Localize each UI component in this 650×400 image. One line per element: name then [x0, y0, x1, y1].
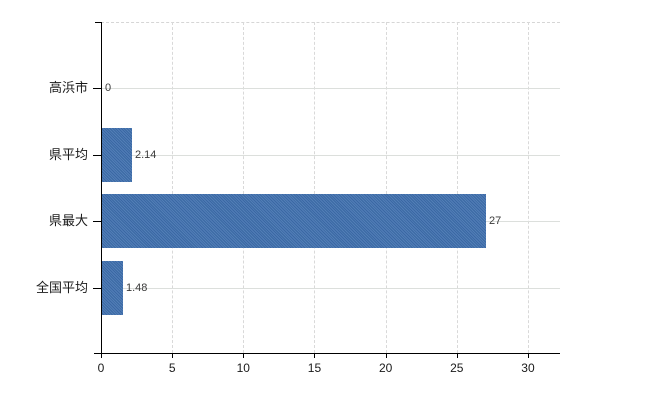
x-axis-tick — [172, 353, 174, 358]
x-axis-tick — [385, 353, 387, 358]
x-gridline — [385, 22, 387, 353]
x-axis-tick — [456, 353, 458, 358]
bar-fill — [102, 260, 123, 315]
y-axis-tick — [93, 221, 101, 222]
bar — [102, 127, 132, 182]
value-label: 27 — [489, 215, 502, 227]
x-gridline — [314, 22, 316, 353]
y-axis-tick — [93, 154, 101, 156]
x-gridline — [456, 22, 458, 353]
plot-area-top-border — [101, 22, 560, 23]
x-gridline — [243, 22, 245, 353]
y-axis-line — [101, 22, 102, 354]
y-gridline — [101, 88, 560, 89]
x-axis-tick — [101, 353, 102, 358]
y-axis-tick — [93, 287, 101, 289]
x-gridline — [172, 22, 174, 353]
bar — [102, 194, 486, 248]
x-axis-tick — [527, 353, 529, 358]
x-tick-label: 5 — [168, 361, 176, 375]
category-label: 全国平均 — [35, 279, 88, 295]
x-axis-line — [94, 353, 560, 354]
value-label: 0 — [105, 82, 112, 94]
x-tick-label: 15 — [307, 361, 322, 375]
value-label: 1.48 — [126, 281, 148, 294]
x-tick-label: 10 — [236, 361, 250, 375]
x-axis-tick — [314, 353, 316, 358]
category-label: 県最大 — [48, 213, 88, 228]
y-gridline — [101, 154, 560, 156]
x-gridline — [527, 22, 529, 353]
bar — [102, 260, 123, 315]
y-axis-end-tick — [95, 22, 101, 23]
bar-fill — [102, 127, 132, 182]
x-tick-label: 20 — [378, 361, 393, 375]
x-tick-label: 30 — [521, 361, 535, 375]
y-gridline — [101, 287, 560, 289]
category-label: 高浜市 — [48, 80, 88, 95]
x-tick-label: 0 — [97, 361, 105, 375]
y-axis-tick — [93, 88, 101, 89]
x-tick-label: 25 — [450, 361, 464, 375]
x-axis-tick — [243, 353, 245, 358]
bar-fill — [102, 194, 486, 248]
category-label: 県平均 — [48, 146, 88, 162]
value-label: 2.14 — [135, 148, 157, 161]
